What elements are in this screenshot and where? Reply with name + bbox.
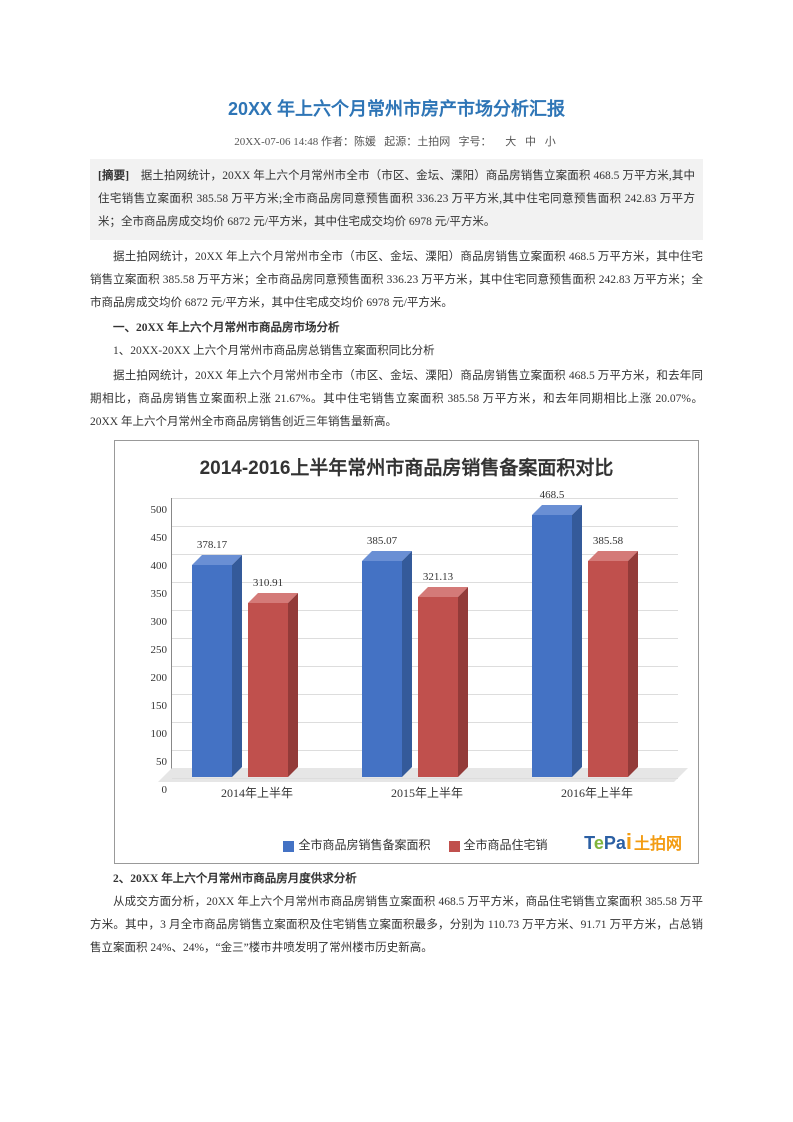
paragraph-1: 据土拍网统计，20XX 年上六个月常州市全市（市区、金坛、溧阳）商品房销售立案面… [90, 246, 703, 315]
chart-xtick: 2016年上半年 [532, 784, 662, 801]
abstract-text: 据土拍网统计，20XX 年上六个月常州市全市（市区、金坛、溧阳）商品房销售立案面… [98, 170, 695, 228]
chart-ytick: 100 [127, 728, 167, 740]
meta-line: 20XX-07-06 14:48 作者：陈媛 起源：土拍网 字号： 大 中 小 [90, 133, 703, 149]
chart-xtick: 2015年上半年 [362, 784, 492, 801]
chart-bar-value-label: 385.58 [573, 535, 643, 547]
font-size-small-link[interactable]: 小 [545, 136, 556, 148]
chart-ytick: 500 [127, 504, 167, 516]
subheading-2: 2、20XX 年上六个月常州市商品房月度供求分析 [90, 868, 703, 891]
subheading-1: 1、20XX-20XX 上六个月常州市商品房总销售立案面积同比分析 [90, 340, 703, 363]
meta-font-label: 字号： [459, 136, 492, 148]
heading-1: 一、20XX 年上六个月常州市商品房市场分析 [90, 317, 703, 340]
font-size-big-link[interactable]: 大 [505, 136, 516, 148]
chart-plot: 378.17310.912014年上半年 385.07321.132015年上半年… [171, 498, 678, 778]
legend-label: 全市商品住宅销 [464, 838, 548, 852]
chart-ytick: 0 [127, 784, 167, 796]
legend-swatch [283, 841, 294, 852]
chart-bar-value-label: 385.07 [347, 535, 417, 547]
abstract-label: [摘要] [98, 170, 129, 182]
chart-ytick: 300 [127, 616, 167, 628]
watermark-logo: TePai土拍网 [584, 829, 682, 855]
chart-plot-area: 050100150200250300350400450500 378.17310… [127, 488, 686, 828]
chart-ytick: 150 [127, 700, 167, 712]
meta-author: 陈媛 [354, 136, 376, 148]
chart-bar-group: 385.07321.132015年上半年 [362, 498, 492, 777]
font-size-mid-link[interactable]: 中 [525, 136, 536, 148]
chart-bar-value-label: 310.91 [233, 577, 303, 589]
chart-ytick: 250 [127, 644, 167, 656]
meta-source: 土拍网 [417, 136, 450, 148]
chart-ytick: 50 [127, 756, 167, 768]
abstract-block: [摘要] 据土拍网统计，20XX 年上六个月常州市全市（市区、金坛、溧阳）商品房… [90, 159, 703, 240]
paragraph-3: 从成交方面分析，20XX 年上六个月常州市商品房销售立案面积 468.5 万平方… [90, 891, 703, 960]
meta-source-label: 起源： [384, 136, 417, 148]
chart-ytick: 200 [127, 672, 167, 684]
paragraph-2: 据土拍网统计，20XX 年上六个月常州市全市（市区、金坛、溧阳）商品房销售立案面… [90, 365, 703, 434]
chart-ytick: 400 [127, 560, 167, 572]
chart-title: 2014-2016上半年常州市商品房销售备案面积对比 [115, 441, 698, 484]
chart-bar-value-label: 468.5 [517, 489, 587, 501]
chart-ytick: 450 [127, 532, 167, 544]
chart-bar-value-label: 321.13 [403, 571, 473, 583]
chart-ytick: 350 [127, 588, 167, 600]
chart-container: 2014-2016上半年常州市商品房销售备案面积对比 0 50 100 150 200 2… [114, 440, 699, 864]
chart-bar-group: 468.5385.582016年上半年 [532, 498, 662, 777]
chart-bar-group: 378.17310.912014年上半年 [192, 498, 322, 777]
chart-bar-value-label: 378.17 [177, 539, 247, 551]
meta-datetime: 20XX-07-06 14:48 [234, 136, 318, 148]
legend-swatch [449, 841, 460, 852]
page-title: 20XX 年上六个月常州市房产市场分析汇报 [90, 95, 703, 121]
legend-label: 全市商品房销售备案面积 [298, 838, 430, 852]
chart-xtick: 2014年上半年 [192, 784, 322, 801]
meta-author-label: 作者： [321, 136, 354, 148]
